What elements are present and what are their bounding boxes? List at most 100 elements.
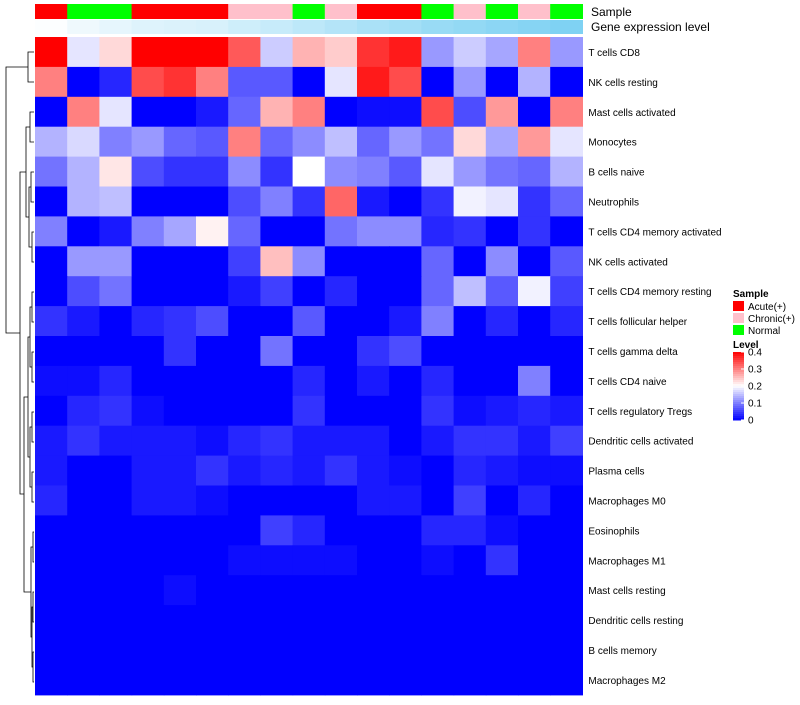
heatmap-cell	[453, 635, 487, 666]
heatmap-cell	[292, 635, 326, 666]
level-legend-gradient-step	[733, 394, 744, 397]
heatmap-cell	[163, 425, 197, 457]
row-label: T cells CD4 naive	[588, 377, 667, 388]
heatmap-cell	[421, 425, 455, 457]
heatmap-cell	[228, 306, 261, 337]
heatmap-cell	[35, 605, 68, 636]
heatmap-cell	[324, 545, 358, 576]
heatmap-cell	[357, 545, 390, 576]
heatmap-cell	[518, 575, 551, 606]
heatmap-cell	[131, 515, 165, 546]
heatmap-cell	[357, 126, 390, 158]
level-legend-gradient-step	[733, 360, 744, 363]
heatmap-cell	[131, 605, 165, 636]
heatmap-cell	[453, 455, 487, 487]
heatmap-cell	[389, 216, 422, 247]
heatmap-cell	[485, 66, 519, 98]
heatmap-cell	[196, 395, 229, 427]
expression-annotation-cell	[228, 20, 261, 34]
sample-annotation-cell	[550, 4, 583, 19]
heatmap-cell	[260, 485, 294, 516]
heatmap-cell	[196, 455, 229, 487]
row-label: T cells follicular helper	[588, 317, 687, 328]
level-legend-gradient-step	[733, 418, 744, 421]
heatmap-cell	[131, 455, 165, 487]
heatmap-cell	[485, 306, 519, 337]
sample-legend-swatch	[733, 301, 744, 311]
heatmap-cell	[453, 545, 487, 576]
heatmap-cell	[550, 156, 583, 188]
heatmap-cell	[550, 126, 583, 158]
heatmap-cell	[324, 37, 358, 68]
row-label: Plasma cells	[588, 467, 644, 478]
sample-annotation-cell	[324, 4, 358, 19]
sample-annotation-cell	[389, 4, 422, 19]
level-legend-gradient-step	[733, 356, 744, 359]
heatmap-cell	[518, 395, 551, 427]
heatmap-cell	[99, 365, 133, 397]
level-legend-gradient-step	[733, 374, 744, 377]
heatmap-cell	[99, 635, 133, 666]
heatmap-cell	[163, 515, 197, 546]
sample-annotation-cell	[485, 4, 519, 19]
heatmap-cell	[228, 395, 261, 427]
heatmap-cell	[131, 37, 165, 68]
heatmap-cell	[421, 66, 455, 98]
heatmap-cell	[163, 336, 197, 367]
heatmap-cell	[421, 575, 455, 606]
heatmap-cell	[485, 126, 519, 158]
sample-annotation-cell	[518, 4, 551, 19]
heatmap-cell	[99, 306, 133, 337]
heatmap-cells	[35, 37, 583, 696]
heatmap-cell	[228, 455, 261, 487]
heatmap-cell	[228, 156, 261, 188]
row-label: NK cells activated	[588, 257, 667, 268]
heatmap-cell	[196, 545, 229, 576]
heatmap-cell	[518, 186, 551, 217]
heatmap-cell	[485, 515, 519, 546]
heatmap-cell	[550, 336, 583, 367]
heatmap-cell	[357, 635, 390, 666]
heatmap-cell	[357, 66, 390, 98]
heatmap-cell	[485, 395, 519, 427]
sample-annotation-cell	[421, 4, 455, 19]
heatmap-cell	[99, 515, 133, 546]
heatmap-cell	[292, 96, 326, 128]
level-legend: Level 0.4 0.3 0.2 0.1 0	[733, 340, 762, 427]
heatmap-cell	[228, 425, 261, 457]
heatmap-cell	[421, 96, 455, 128]
sample-annotation-cell	[131, 4, 165, 19]
sample-annotation-cell	[357, 4, 390, 19]
sample-annotation-cell	[260, 4, 294, 19]
heatmap-cell	[196, 156, 229, 188]
heatmap-cell	[35, 515, 68, 546]
heatmap-cell	[196, 664, 229, 696]
heatmap-cell	[196, 365, 229, 397]
heatmap-cell	[228, 216, 261, 247]
heatmap-cell	[324, 575, 358, 606]
heatmap-cell	[163, 545, 197, 576]
heatmap-cell	[67, 96, 100, 128]
heatmap-cell	[67, 455, 100, 487]
heatmap-cell	[292, 66, 326, 98]
heatmap-cell	[260, 425, 294, 457]
heatmap-cell	[357, 306, 390, 337]
heatmap-cell	[324, 96, 358, 128]
heatmap-cell	[421, 664, 455, 696]
heatmap-cell	[550, 635, 583, 666]
heatmap-cell	[550, 485, 583, 516]
level-legend-gradient-step	[733, 362, 744, 365]
heatmap-cell	[357, 96, 390, 128]
heatmap-cell	[389, 96, 422, 128]
heatmap-cell	[260, 126, 294, 158]
expression-annotation-cell	[453, 20, 487, 34]
level-legend-gradient-step	[733, 396, 744, 399]
heatmap-cell	[324, 605, 358, 636]
heatmap-cell	[35, 395, 68, 427]
heatmap-cell	[389, 156, 422, 188]
heatmap-cell	[196, 96, 229, 128]
heatmap-cell	[99, 66, 133, 98]
heatmap-cell	[389, 455, 422, 487]
level-legend-gradient-step	[733, 380, 744, 383]
